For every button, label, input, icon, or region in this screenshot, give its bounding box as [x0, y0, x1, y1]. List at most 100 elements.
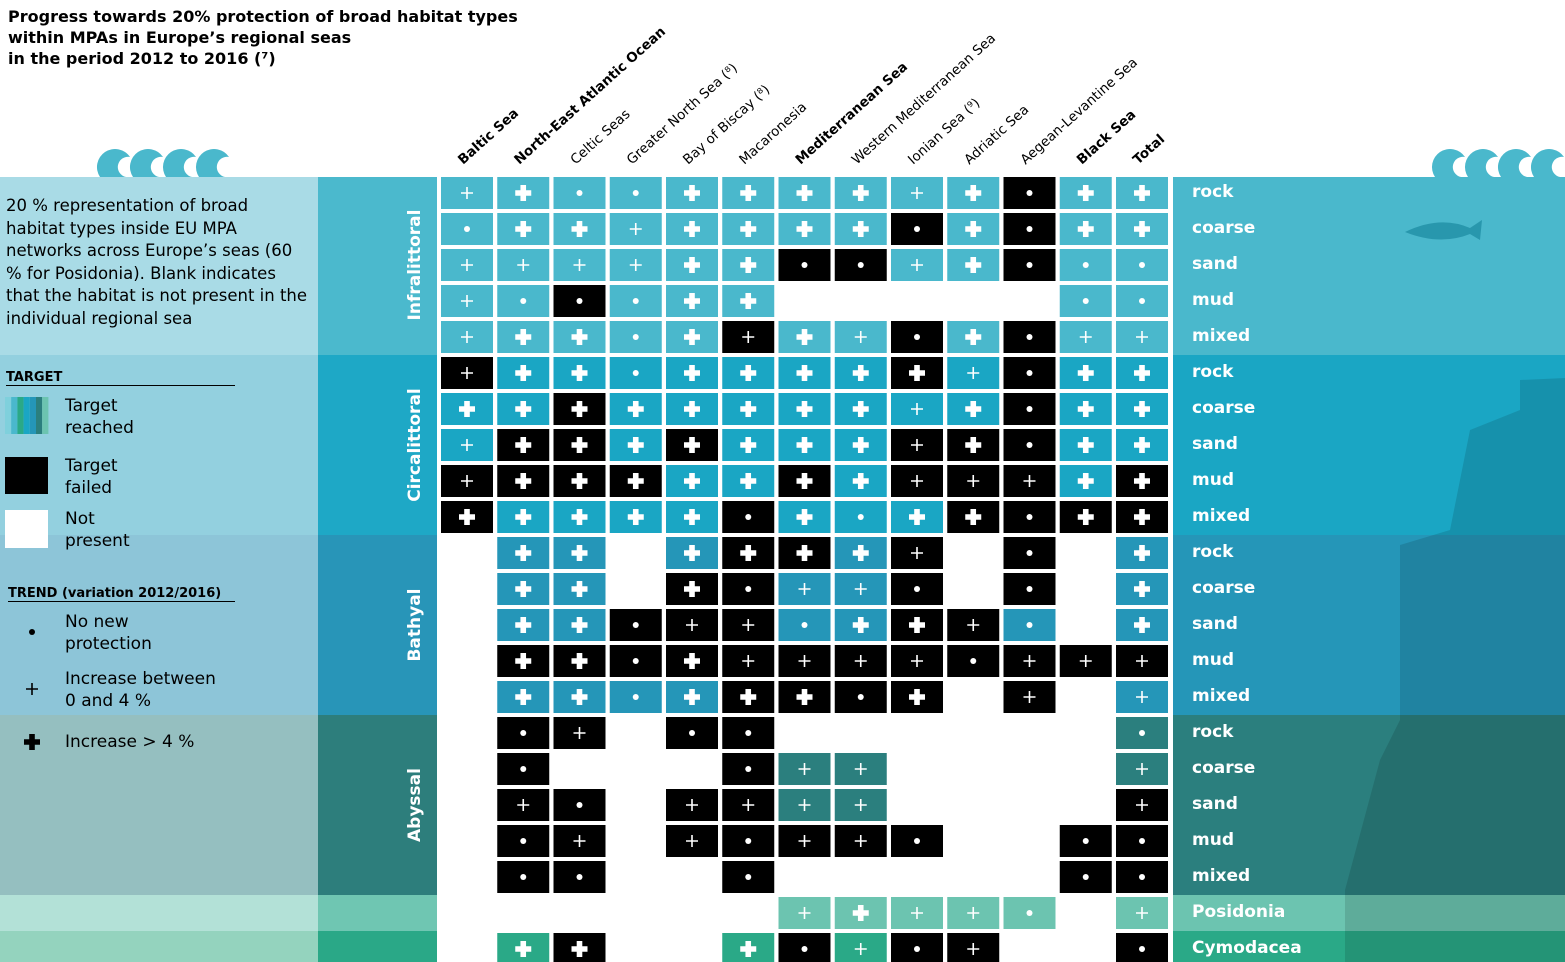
row-label: sand	[1192, 434, 1238, 454]
trend-symbol	[914, 334, 920, 340]
column-label: Baltic Sea	[455, 105, 522, 168]
trend-symbol	[1027, 514, 1033, 520]
trend-symbol	[1139, 262, 1145, 268]
row-label: mud	[1192, 830, 1234, 850]
legend-swatch-failed	[5, 457, 48, 494]
title-line: in the period 2012 to 2016 (⁷)	[8, 48, 518, 69]
panel-band	[0, 895, 318, 933]
legend-text: Increase between 0 and 4 %	[65, 668, 230, 712]
wave	[1498, 149, 1531, 177]
title-line: Progress towards 20% protection of broad…	[8, 6, 518, 27]
zone-label: Abyssal	[405, 768, 425, 842]
trend-symbol	[464, 226, 470, 232]
title: Progress towards 20% protection of broad…	[8, 6, 518, 69]
trend-symbol	[1139, 298, 1145, 304]
wave	[1432, 149, 1465, 177]
trend-symbol	[745, 730, 751, 736]
row-label: rock	[1192, 362, 1234, 382]
legend-text: Increase > 4 %	[65, 731, 265, 753]
wave	[97, 149, 130, 177]
row-label: mixed	[1192, 506, 1250, 526]
row-label: coarse	[1192, 398, 1255, 418]
trend-symbol	[914, 838, 920, 844]
trend-symbol	[633, 658, 639, 664]
legend-swatch-absent	[5, 510, 48, 548]
legend-heading: TARGET	[6, 370, 235, 386]
trend-symbol	[745, 838, 751, 844]
column-label: Mediterranean Sea	[792, 59, 911, 168]
wave	[163, 149, 196, 177]
page: Infralittoral rock coarse sand mud mixed Circa…	[0, 0, 1565, 962]
legend-swatch-stripe	[5, 397, 11, 434]
trend-symbol	[745, 766, 751, 772]
trend-symbol	[802, 946, 808, 952]
legend-text: Not present	[65, 508, 145, 552]
trend-symbol	[1027, 406, 1033, 412]
legend-text: Target reached	[65, 395, 145, 439]
title-line: within MPAs in Europe’s regional seas	[8, 27, 518, 48]
trend-symbol	[633, 334, 639, 340]
wave	[1531, 149, 1564, 177]
legend-swatch-stripe	[30, 397, 36, 434]
row-label: mud	[1192, 650, 1234, 670]
row-label: mixed	[1192, 326, 1250, 346]
trend-symbol	[858, 514, 864, 520]
column-label: Greater North Sea (⁸)	[624, 60, 741, 168]
trend-symbol	[1083, 262, 1089, 268]
zone-label: Circalittoral	[405, 388, 425, 502]
trend-symbol	[520, 298, 526, 304]
row-label: mud	[1192, 290, 1234, 310]
row-label: sand	[1192, 254, 1238, 274]
row-label: rock	[1192, 722, 1234, 742]
row-label: sand	[1192, 614, 1238, 634]
trend-symbol	[745, 586, 751, 592]
trend-symbol	[633, 694, 639, 700]
trend-symbol	[858, 694, 864, 700]
wave	[1465, 149, 1498, 177]
panel-band	[0, 931, 318, 962]
legend-text: No new protection	[65, 611, 185, 655]
trend-symbol	[914, 946, 920, 952]
row-label: sand	[1192, 794, 1238, 814]
row-label: Posidonia	[1192, 902, 1285, 922]
trend-symbol	[633, 298, 639, 304]
trend-symbol	[1027, 190, 1033, 196]
trend-symbol	[1027, 442, 1033, 448]
trend-symbol	[633, 370, 639, 376]
trend-symbol	[577, 802, 583, 808]
row-label: mixed	[1192, 686, 1250, 706]
trend-symbol	[802, 262, 808, 268]
trend-symbol	[1139, 730, 1145, 736]
zone-label: Infralittoral	[405, 210, 425, 321]
trend-symbol	[577, 874, 583, 880]
trend-symbol	[633, 622, 639, 628]
legend-swatch-stripe	[36, 397, 42, 434]
trend-symbol	[1083, 838, 1089, 844]
trend-symbol	[914, 226, 920, 232]
description: 20 % representation of broad habitat typ…	[6, 195, 311, 330]
trend-symbol	[1139, 838, 1145, 844]
trend-symbol	[1027, 550, 1033, 556]
trend-symbol	[633, 190, 639, 196]
trend-symbol	[1027, 226, 1033, 232]
legend-swatch-stripe	[42, 397, 48, 434]
trend-symbol	[1027, 370, 1033, 376]
trend-symbol	[914, 586, 920, 592]
trend-symbol	[577, 190, 583, 196]
trend-symbol	[689, 730, 695, 736]
infographic: Infralittoral rock coarse sand mud mixed Circa…	[0, 0, 1565, 962]
row-label: coarse	[1192, 758, 1255, 778]
wave	[196, 149, 229, 177]
trend-symbol	[1083, 874, 1089, 880]
trend-symbol	[802, 622, 808, 628]
row-label: mud	[1192, 470, 1234, 490]
row-label: rock	[1192, 542, 1234, 562]
trend-symbol	[1027, 910, 1033, 916]
trend-symbol	[745, 874, 751, 880]
row-label: coarse	[1192, 218, 1255, 238]
legend-symbol	[29, 629, 35, 635]
legend-text: Target failed	[65, 455, 145, 499]
legend-swatch-stripe	[17, 397, 23, 434]
trend-symbol	[577, 298, 583, 304]
zone-band	[318, 931, 437, 962]
